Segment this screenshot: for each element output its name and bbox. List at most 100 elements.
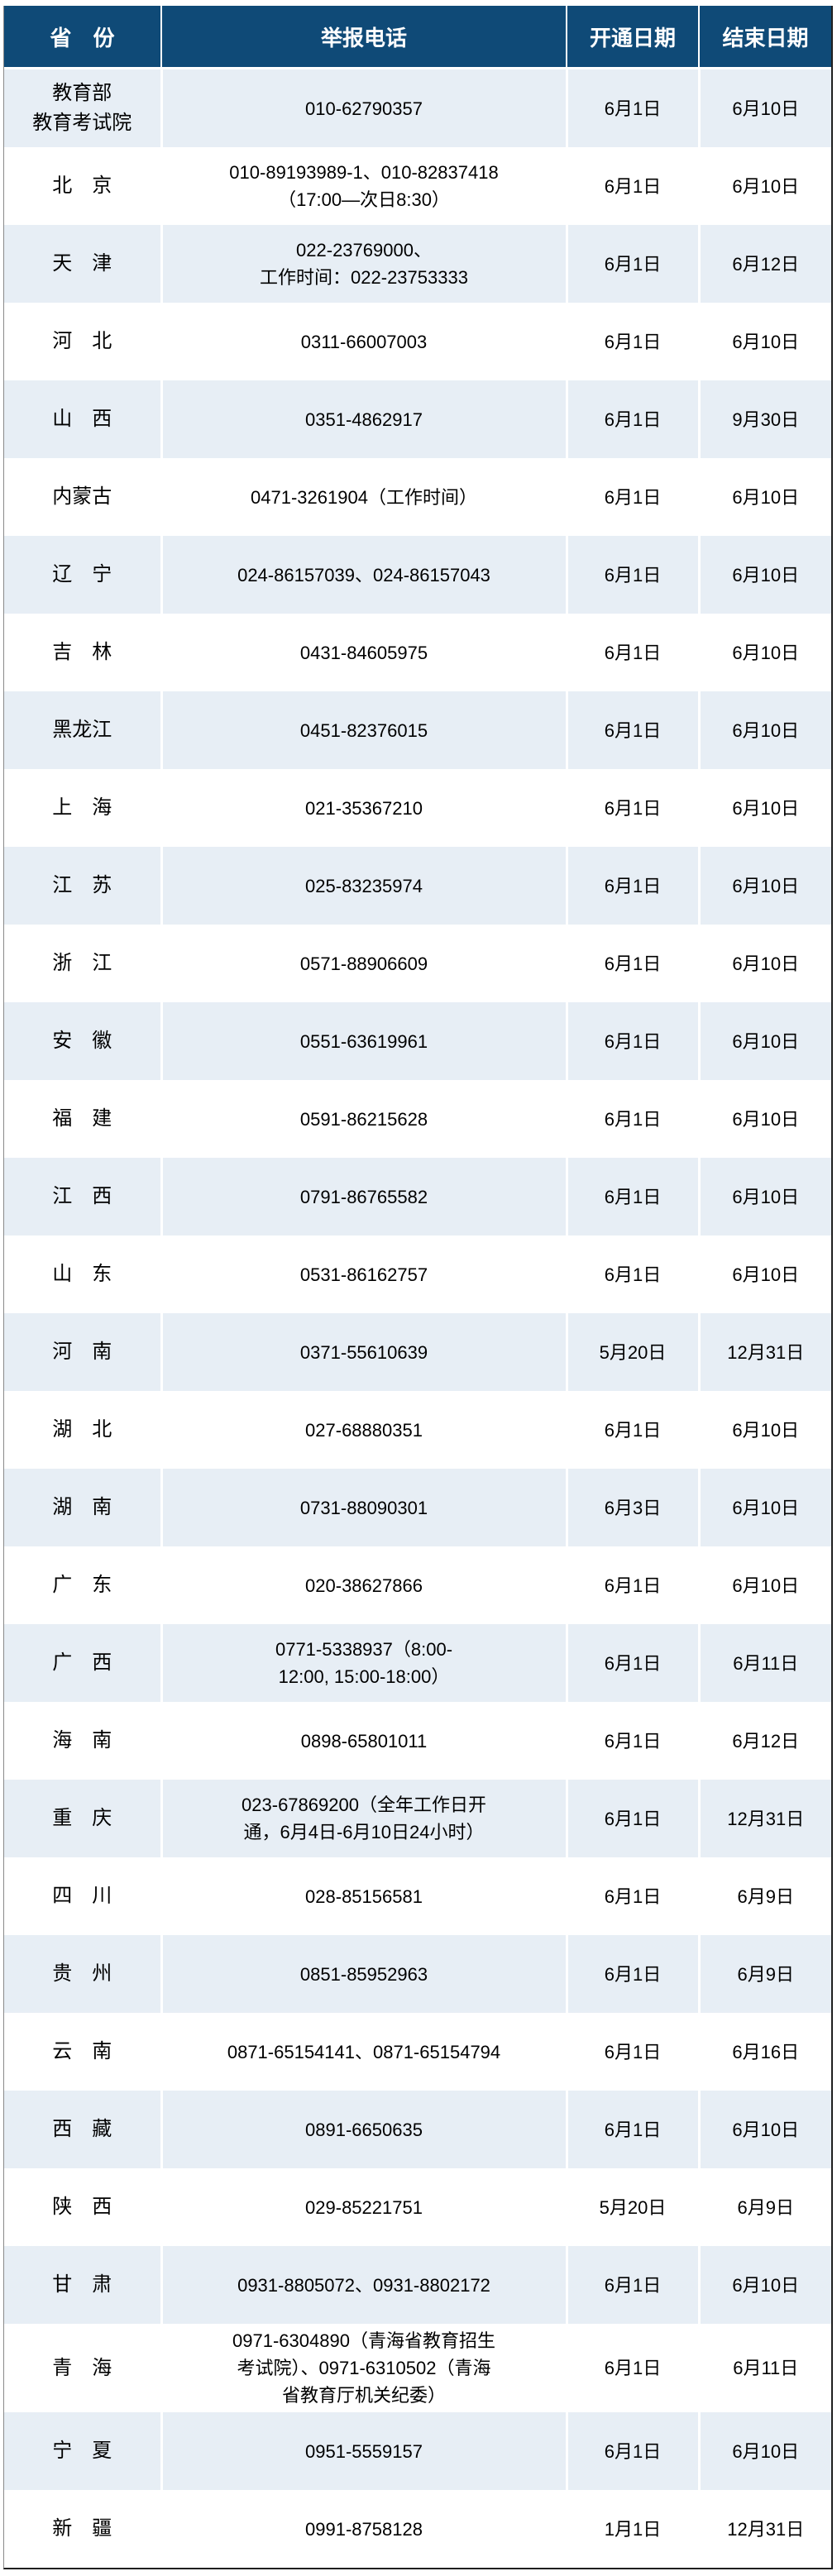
end-date-cell: 6月10日 bbox=[699, 1002, 831, 1080]
end-date-cell: 6月10日 bbox=[699, 458, 831, 536]
table-row: 辽 宁 024-86157039、024-86157043 6月1日 6月10日 bbox=[4, 536, 831, 614]
table-row: 福 建 0591-86215628 6月1日 6月10日 bbox=[4, 1080, 831, 1158]
phone-cell: 0451-82376015 bbox=[161, 691, 568, 769]
end-date-cell: 6月10日 bbox=[699, 303, 831, 380]
province-cell: 山 东 bbox=[4, 1235, 163, 1313]
end-date-cell: 6月10日 bbox=[699, 147, 831, 225]
open-date-cell: 6月1日 bbox=[567, 1002, 701, 1080]
phone-cell: 0371-55610639 bbox=[161, 1313, 568, 1391]
table-row: 新 疆 0991-8758128 1月1日 12月31日 bbox=[4, 2490, 831, 2568]
end-date-cell: 6月16日 bbox=[699, 2013, 831, 2091]
phone-cell: 020-38627866 bbox=[161, 1546, 568, 1624]
table-row: 山 西 0351-4862917 6月1日 9月30日 bbox=[4, 380, 831, 458]
province-cell: 甘 肃 bbox=[4, 2246, 163, 2324]
open-date-cell: 6月1日 bbox=[567, 1857, 701, 1935]
open-date-cell: 6月1日 bbox=[567, 1624, 701, 1702]
province-cell: 山 西 bbox=[4, 380, 163, 458]
province-cell: 教育部 教育考试院 bbox=[4, 68, 163, 147]
table-row: 广 西 0771-5338937（8:00- 12:00, 15:00-18:00… bbox=[4, 1624, 831, 1702]
open-date-cell: 6月1日 bbox=[567, 1702, 701, 1780]
province-cell: 安 徽 bbox=[4, 1002, 163, 1080]
end-date-cell: 6月10日 bbox=[699, 769, 831, 847]
table-row: 甘 肃 0931-8805072、0931-8802172 6月1日 6月10日 bbox=[4, 2246, 831, 2324]
table-row: 河 北 0311-66007003 6月1日 6月10日 bbox=[4, 303, 831, 380]
province-cell: 天 津 bbox=[4, 225, 163, 303]
open-date-cell: 6月1日 bbox=[567, 2246, 701, 2324]
province-cell: 北 京 bbox=[4, 147, 163, 225]
table-row: 陕 西 029-85221751 5月20日 6月9日 bbox=[4, 2168, 831, 2246]
open-date-cell: 6月1日 bbox=[567, 1546, 701, 1624]
province-cell: 内蒙古 bbox=[4, 458, 163, 536]
phone-cell: 0471-3261904（工作时间） bbox=[161, 458, 568, 536]
province-cell: 青 海 bbox=[4, 2324, 163, 2412]
end-date-cell: 6月9日 bbox=[699, 2168, 831, 2246]
phone-cell: 0571-88906609 bbox=[161, 925, 568, 1002]
table-row: 教育部 教育考试院 010-62790357 6月1日 6月10日 bbox=[4, 68, 831, 147]
phone-cell: 010-62790357 bbox=[161, 68, 568, 147]
province-cell: 四 川 bbox=[4, 1857, 163, 1935]
open-date-cell: 6月1日 bbox=[567, 2091, 701, 2168]
province-cell: 陕 西 bbox=[4, 2168, 163, 2246]
open-date-cell: 6月1日 bbox=[567, 68, 701, 147]
open-date-cell: 6月1日 bbox=[567, 1935, 701, 2013]
phone-cell: 024-86157039、024-86157043 bbox=[161, 536, 568, 614]
province-cell: 湖 南 bbox=[4, 1469, 163, 1546]
table-row: 湖 南 0731-88090301 6月3日 6月10日 bbox=[4, 1469, 831, 1546]
province-cell: 黑龙江 bbox=[4, 691, 163, 769]
phone-cell: 027-68880351 bbox=[161, 1391, 568, 1469]
phone-cell: 0898-65801011 bbox=[161, 1702, 568, 1780]
province-cell: 重 庆 bbox=[4, 1780, 163, 1857]
open-date-cell: 6月1日 bbox=[567, 847, 701, 925]
phone-cell: 0791-86765582 bbox=[161, 1158, 568, 1235]
phone-cell: 0971-6304890（青海省教育招生 考试院）、0971-6310502（青… bbox=[161, 2324, 568, 2412]
table-frame: 省 份 举报电话 开通日期 结束日期 教育部 教育考试院 010-62790357… bbox=[3, 6, 833, 2569]
province-cell: 辽 宁 bbox=[4, 536, 163, 614]
col-header-open-date: 开通日期 bbox=[567, 6, 700, 69]
province-cell: 新 疆 bbox=[4, 2490, 163, 2568]
table-row: 黑龙江 0451-82376015 6月1日 6月10日 bbox=[4, 691, 831, 769]
open-date-cell: 6月1日 bbox=[567, 1780, 701, 1857]
table-row: 重 庆 023-67869200（全年工作日开 通，6月4日-6月10日24小时）… bbox=[4, 1780, 831, 1857]
province-cell: 江 苏 bbox=[4, 847, 163, 925]
table-row: 云 南 0871-65154141、0871-65154794 6月1日 6月16日 bbox=[4, 2013, 831, 2091]
phone-cell: 0591-86215628 bbox=[161, 1080, 568, 1158]
phone-cell: 0891-6650635 bbox=[161, 2091, 568, 2168]
open-date-cell: 6月1日 bbox=[567, 1158, 701, 1235]
table-row: 西 藏 0891-6650635 6月1日 6月10日 bbox=[4, 2091, 831, 2168]
table-row: 天 津 022-23769000、 工作时间：022-23753333 6月1日 6月… bbox=[4, 225, 831, 303]
phone-cell: 0531-86162757 bbox=[161, 1235, 568, 1313]
phone-cell: 0951-5559157 bbox=[161, 2412, 568, 2490]
province-cell: 吉 林 bbox=[4, 614, 163, 691]
province-cell: 河 南 bbox=[4, 1313, 163, 1391]
table-row: 湖 北 027-68880351 6月1日 6月10日 bbox=[4, 1391, 831, 1469]
phone-cell: 025-83235974 bbox=[161, 847, 568, 925]
col-header-phone: 举报电话 bbox=[161, 6, 567, 69]
phone-cell: 021-35367210 bbox=[161, 769, 568, 847]
end-date-cell: 6月10日 bbox=[699, 536, 831, 614]
province-cell: 湖 北 bbox=[4, 1391, 163, 1469]
province-cell: 浙 江 bbox=[4, 925, 163, 1002]
hotline-table: 省 份 举报电话 开通日期 结束日期 教育部 教育考试院 010-62790357… bbox=[4, 6, 831, 2568]
table-row: 安 徽 0551-63619961 6月1日 6月10日 bbox=[4, 1002, 831, 1080]
phone-cell: 0771-5338937（8:00- 12:00, 15:00-18:00） bbox=[161, 1624, 568, 1702]
end-date-cell: 6月11日 bbox=[699, 1624, 831, 1702]
open-date-cell: 6月1日 bbox=[567, 2013, 701, 2091]
open-date-cell: 6月1日 bbox=[567, 1391, 701, 1469]
phone-cell: 0991-8758128 bbox=[161, 2490, 568, 2568]
end-date-cell: 9月30日 bbox=[699, 380, 831, 458]
open-date-cell: 5月20日 bbox=[567, 1313, 701, 1391]
phone-cell: 0931-8805072、0931-8802172 bbox=[161, 2246, 568, 2324]
end-date-cell: 6月10日 bbox=[699, 614, 831, 691]
province-cell: 云 南 bbox=[4, 2013, 163, 2091]
table-row: 吉 林 0431-84605975 6月1日 6月10日 bbox=[4, 614, 831, 691]
phone-cell: 010-89193989-1、010-82837418 （17:00—次日8:3… bbox=[161, 147, 568, 225]
province-cell: 江 西 bbox=[4, 1158, 163, 1235]
phone-cell: 0851-85952963 bbox=[161, 1935, 568, 2013]
end-date-cell: 6月11日 bbox=[699, 2324, 831, 2412]
phone-cell: 0311-66007003 bbox=[161, 303, 568, 380]
phone-cell: 0431-84605975 bbox=[161, 614, 568, 691]
table-row: 河 南 0371-55610639 5月20日 12月31日 bbox=[4, 1313, 831, 1391]
end-date-cell: 6月10日 bbox=[699, 1158, 831, 1235]
phone-cell: 029-85221751 bbox=[161, 2168, 568, 2246]
